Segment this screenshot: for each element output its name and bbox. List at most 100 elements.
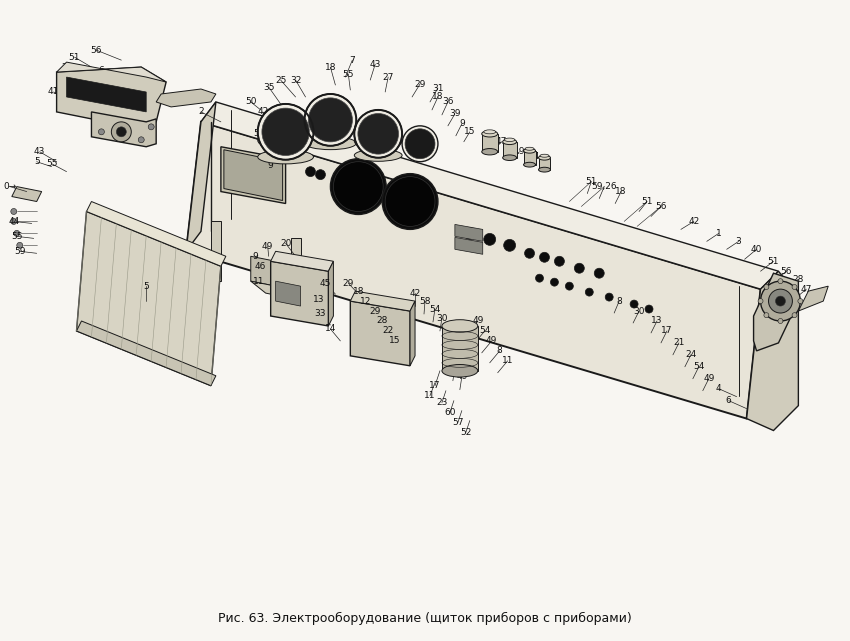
Polygon shape	[76, 212, 221, 386]
Circle shape	[258, 104, 314, 160]
Circle shape	[630, 300, 638, 308]
Text: 56: 56	[780, 267, 792, 276]
Circle shape	[304, 94, 356, 146]
Polygon shape	[482, 134, 498, 152]
Circle shape	[792, 313, 797, 318]
Text: 0→: 0→	[3, 182, 16, 191]
Text: 17: 17	[429, 381, 440, 390]
Text: 11: 11	[253, 277, 264, 286]
Polygon shape	[76, 321, 216, 386]
Circle shape	[309, 98, 353, 142]
Polygon shape	[350, 291, 415, 311]
Circle shape	[586, 288, 593, 296]
Text: 50: 50	[245, 97, 257, 106]
Polygon shape	[275, 281, 301, 306]
Text: 9: 9	[252, 252, 258, 261]
Text: 19: 19	[514, 147, 525, 156]
Text: 21: 21	[673, 338, 684, 347]
Text: 47: 47	[801, 285, 812, 294]
Text: 32: 32	[290, 76, 301, 85]
Circle shape	[764, 285, 769, 290]
Text: 4: 4	[716, 384, 722, 393]
Text: 25: 25	[275, 76, 286, 85]
Circle shape	[565, 282, 574, 290]
Text: 6: 6	[99, 65, 105, 74]
Circle shape	[778, 279, 783, 284]
Circle shape	[524, 248, 535, 258]
Circle shape	[554, 256, 564, 266]
Polygon shape	[57, 62, 166, 82]
Text: 33: 33	[314, 308, 326, 317]
Polygon shape	[291, 238, 301, 301]
Text: Рис. 63. Электрооборудование (щиток приборов с приборами): Рис. 63. Электрооборудование (щиток приб…	[218, 612, 632, 625]
Text: 2: 2	[198, 108, 204, 117]
Text: 54: 54	[429, 304, 440, 313]
Text: 40: 40	[751, 245, 762, 254]
Circle shape	[315, 170, 326, 179]
Polygon shape	[455, 237, 483, 254]
Text: 60: 60	[445, 408, 456, 417]
Text: 51: 51	[641, 197, 653, 206]
Polygon shape	[201, 102, 779, 289]
Text: 59: 59	[14, 247, 26, 256]
Ellipse shape	[539, 167, 551, 172]
Circle shape	[11, 208, 17, 215]
Polygon shape	[66, 77, 146, 112]
Circle shape	[385, 177, 435, 226]
Text: 35: 35	[263, 83, 275, 92]
Ellipse shape	[442, 365, 478, 377]
Bar	[442, 326, 478, 370]
Circle shape	[504, 239, 516, 251]
Text: 11: 11	[502, 356, 513, 365]
Polygon shape	[224, 150, 282, 201]
Text: 42: 42	[688, 217, 700, 226]
Circle shape	[536, 274, 543, 282]
Text: 11: 11	[424, 391, 436, 400]
Circle shape	[331, 159, 386, 215]
Text: 31: 31	[432, 83, 444, 92]
Circle shape	[116, 127, 127, 137]
Ellipse shape	[525, 147, 534, 150]
Polygon shape	[502, 142, 517, 158]
Text: 8: 8	[616, 297, 622, 306]
Text: 9: 9	[268, 161, 274, 170]
Text: 45: 45	[320, 279, 332, 288]
Text: 42: 42	[257, 108, 269, 117]
Circle shape	[382, 174, 438, 229]
Text: 5: 5	[34, 157, 40, 166]
Text: 30: 30	[633, 306, 645, 315]
Text: 51: 51	[69, 53, 80, 62]
Text: 56: 56	[655, 202, 666, 211]
Text: 16: 16	[449, 363, 461, 372]
Circle shape	[551, 278, 558, 286]
Text: 57: 57	[452, 418, 463, 427]
Text: 17: 17	[449, 333, 461, 342]
Circle shape	[775, 296, 785, 306]
Text: 18: 18	[325, 63, 336, 72]
Circle shape	[768, 289, 792, 313]
Polygon shape	[754, 273, 798, 351]
Text: 14: 14	[325, 324, 336, 333]
Circle shape	[464, 228, 476, 239]
Circle shape	[540, 253, 549, 262]
Text: 44: 44	[8, 217, 20, 226]
Circle shape	[792, 285, 797, 290]
Polygon shape	[186, 122, 761, 419]
Text: 14: 14	[529, 152, 541, 162]
Ellipse shape	[258, 150, 314, 164]
Text: 49: 49	[262, 242, 274, 251]
Text: 13: 13	[442, 324, 454, 333]
Circle shape	[764, 313, 769, 318]
Circle shape	[333, 162, 383, 212]
Ellipse shape	[502, 139, 517, 145]
Circle shape	[14, 230, 20, 237]
Circle shape	[358, 113, 399, 154]
Text: 24: 24	[462, 353, 473, 362]
Text: 5: 5	[144, 281, 149, 290]
Text: 28: 28	[793, 275, 804, 284]
Polygon shape	[328, 262, 333, 326]
Ellipse shape	[354, 133, 402, 149]
Text: 18: 18	[353, 287, 364, 296]
Circle shape	[11, 219, 17, 224]
Ellipse shape	[524, 148, 536, 153]
